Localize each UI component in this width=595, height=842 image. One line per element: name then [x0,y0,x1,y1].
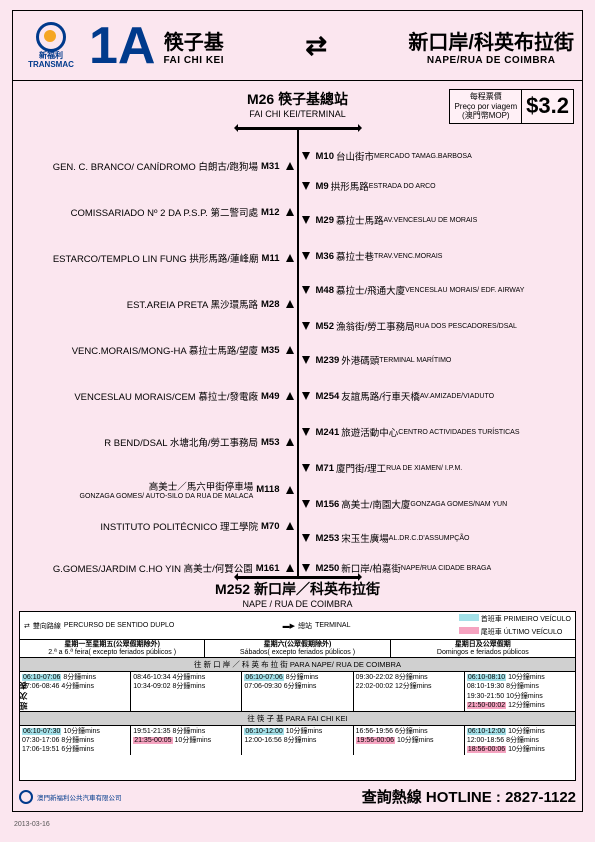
terminal-top: M26 筷子基總站 FAI CHI KEI/TERMINAL [247,89,348,119]
stop-right: M239外港碼頭 TERMINAL MARÍTIMO [298,353,452,367]
fare-label-cn: 每程票價 [470,92,502,101]
stop-left: GEN. C. BRANCO/ CANÍDROMO 白朗古/跑狗場M31 [53,159,298,173]
last-swatch [459,627,479,634]
schedule-side-label: 班 次 表 [18,682,29,710]
term-top-en: FAI CHI KEI/TERMINAL [247,109,348,119]
print-date: 2013-03-16 [14,821,50,828]
stop-right: M48慕拉士/飛通大廈 VENCESLAU MORAIS/ EDF. AIRWA… [298,283,525,297]
origin-cn: 筷子基 [163,26,224,55]
stop-right: M36慕拉士巷 TRAV.VENC.MORAIS [298,249,443,263]
stop-left: 高美士／馬六甲街停車場GONZAGA GOMES/ AUTO-SILO DA R… [80,479,298,500]
destination: 新口岸/科英布拉街 NAPE/RUA DE COIMBRA [408,26,574,66]
stop-right: M253宋玉生廣場 AL.DR.C.D'ASSUMPÇÃO [298,531,470,545]
origin-en: FAI CHI KEI [163,55,224,66]
schedule-table: 班 次 表 ⇄ 雙向路線 PERCURSO DE SENTIDO DUPLO ▬… [19,611,576,781]
schedule-row: 06:10-07:30 10分鐘mins07:30-17:06 8分鐘mins1… [20,726,575,755]
dest-en: NAPE/RUA DE COIMBRA [408,55,574,66]
company-en: TRANSMAC [28,60,74,69]
company-cn: 新福利 [39,51,63,60]
term-bot-cn: 新口岸／科英布拉街 [254,581,380,597]
stop-left: VENCESLAU MORAIS/CEM 慕拉士/發電廠M49 [74,389,297,403]
stop-right: M156高美士/南園大廈 GONZAGA GOMES/NAM YUN [298,497,508,511]
route-diagram: GEN. C. BRANCO/ CANÍDROMO 白朗古/跑狗場M31 COMI… [13,119,582,579]
schedule-row: 06:10-07:06 8分鐘mins07:06-08:46 4分鐘mins 0… [20,672,575,711]
terminal-bottom: M252 新口岸／科英布拉街 NAPE / RUA DE COIMBRA [215,579,380,609]
term-top-code: M26 [247,91,274,107]
stop-right: M10台山街市 MERCADO TAMAG.BARBOSA [298,149,472,163]
hotline-number: 2827-1122 [505,789,576,806]
stop-right: M52漁翁街/勞工事務局 RUA DOS PESCADORES/DSAL [298,319,517,333]
fare-label-pt: Preço por viagem [454,102,517,111]
stop-right: M254友誼馬路/行車天橋 AV.AMIZADE/VIADUTO [298,389,495,403]
stop-left: COMISSARIADO Nº 2 DA P.S.P. 第二警司處M12 [71,205,298,219]
stop-left: R BEND/DSAL 水塘北角/勞工事務局M53 [104,435,297,449]
direction-2: 往 筷 子 基 PARA FAI CHI KEI [20,712,575,726]
dest-cn: 新口岸/科英布拉街 [408,26,574,55]
stop-left: VENC.MORAIS/MONG-HA 慕拉士馬路/望廈M35 [72,343,298,357]
stop-right: M241旅遊活動中心 CENTRO ACTIVIDADES TURÍSTICAS [298,425,520,439]
stop-left: EST.AREIA PRETA 黑沙環馬路M28 [127,297,298,311]
stop-right: M29慕拉士馬路 AV.VENCESLAU DE MORAIS [298,213,478,227]
term-bot-code: M252 [215,581,250,597]
term-top-cn: 筷子基總站 [278,91,348,107]
day-col-weekday: 星期一至星期五(公眾假期除外)2.ª a 6.ª feira( excepto … [20,640,205,657]
origin: 筷子基 FAI CHI KEI [163,26,224,66]
route-header: 新福利TRANSMAC 1A 筷子基 FAI CHI KEI ⇄ 新口岸/科英布… [13,11,582,81]
fare-value: $3.2 [522,93,573,119]
stop-left: INSTITUTO POLITÉCNICO 理工學院M70 [100,519,297,533]
day-col-sunday: 星期日及公眾假期Domingos e feriados públicos [391,640,575,657]
footer: 澳門新福利公共汽車有限公司 查詢熱線 HOTLINE : 2827-1122 [19,786,576,807]
direction-1: 往 新 口 岸 ／ 科 英 布 拉 街 PARA NAPE/ RUA DE CO… [20,658,575,672]
hotline-label: 查詢熱線 HOTLINE : [362,789,501,806]
stop-right: M71廈門街/理工 RUA DE XIAMEN/ I.P.M. [298,461,463,475]
day-col-saturday: 星期六(公眾假期除外)Sábados( excepto feriados púb… [205,640,390,657]
company-logo: 新福利TRANSMAC [21,22,81,70]
term-bot-en: NAPE / RUA DE COIMBRA [215,599,380,609]
first-swatch [459,614,479,621]
stop-left: G.GOMES/JARDIM C.HO YIN 高美士/何賢公園M161 [53,561,298,575]
stop-right: M250新口岸/柏嘉街 NAPE/RUA CIDADE BRAGA [298,561,492,575]
stop-right: M9拱形馬路 ESTRADA DO ARCO [298,179,436,193]
footer-company: 澳門新福利公共汽車有限公司 [37,792,122,802]
route-number: 1A [81,16,163,76]
footer-logo-icon [19,790,33,804]
stop-left: ESTARCO/TEMPLO LIN FUNG 拱形馬路/蓮峰廟M11 [53,251,298,265]
bidirectional-arrow: ⇄ [299,30,333,61]
